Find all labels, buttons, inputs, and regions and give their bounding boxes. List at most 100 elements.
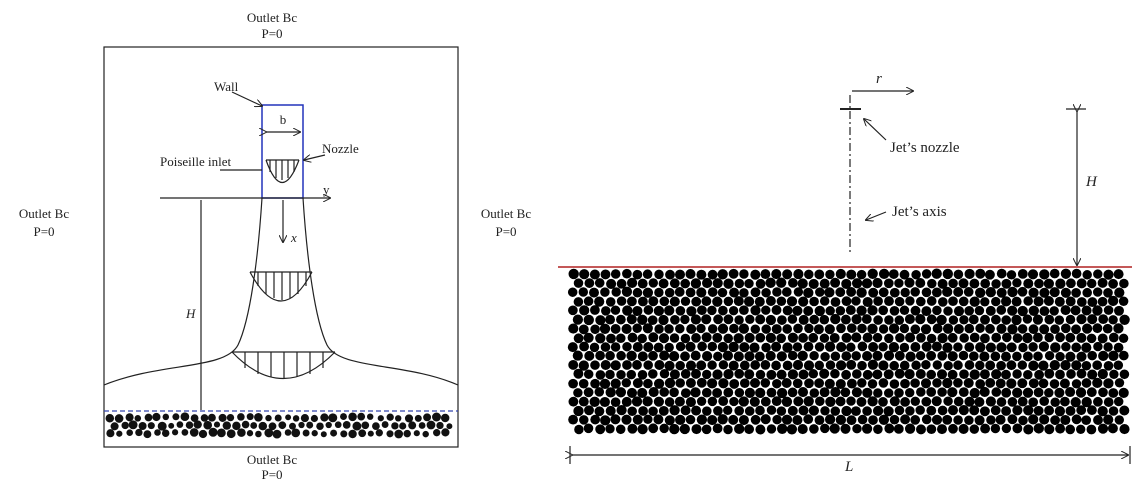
outlet-name: Outlet Bc — [19, 206, 69, 221]
particle — [868, 415, 878, 425]
particle — [610, 378, 621, 389]
particle — [367, 430, 374, 437]
particle — [931, 414, 943, 425]
particle — [648, 332, 659, 343]
particle — [568, 414, 578, 425]
particle — [621, 286, 633, 297]
particle — [121, 421, 129, 430]
particle — [1076, 297, 1087, 307]
particle — [723, 368, 734, 380]
particle — [172, 413, 180, 421]
particle — [691, 368, 701, 379]
particle — [888, 342, 900, 353]
particle — [889, 396, 900, 407]
particle — [643, 360, 653, 370]
particle — [904, 314, 915, 325]
particle — [654, 324, 664, 334]
particle — [578, 378, 589, 389]
particle — [793, 287, 804, 297]
right-diagram — [558, 91, 1132, 464]
particle — [622, 360, 632, 370]
particle — [979, 406, 990, 417]
particle — [616, 369, 626, 380]
particle — [1103, 287, 1113, 298]
particle — [888, 269, 899, 279]
particle — [573, 368, 584, 379]
particle — [1028, 360, 1039, 371]
particle — [1113, 323, 1124, 334]
particle — [808, 405, 820, 416]
particle — [669, 369, 680, 380]
particle — [990, 423, 1001, 434]
particle — [792, 378, 803, 389]
particle — [782, 360, 793, 371]
particle — [1023, 296, 1033, 306]
particle — [744, 332, 755, 343]
particle — [781, 396, 793, 407]
particle — [883, 350, 895, 361]
particle — [413, 430, 420, 437]
particle — [750, 360, 761, 370]
particle — [937, 278, 948, 289]
particle — [208, 427, 218, 437]
particle — [669, 278, 680, 289]
particle — [680, 333, 691, 344]
particle — [696, 414, 708, 425]
particle — [679, 423, 690, 435]
particle — [1071, 287, 1081, 298]
particle — [975, 287, 986, 298]
particle — [154, 429, 161, 436]
particle — [824, 287, 835, 298]
particle — [1001, 369, 1011, 380]
particle — [846, 359, 857, 370]
particle — [776, 351, 787, 362]
particle — [200, 414, 209, 422]
particle — [792, 305, 803, 316]
particle — [1018, 342, 1028, 353]
particle — [717, 269, 728, 280]
particle — [1081, 396, 1092, 408]
particle — [755, 387, 766, 399]
particle — [771, 305, 782, 315]
particle — [820, 351, 830, 362]
particle — [1038, 378, 1049, 389]
particle — [395, 415, 402, 422]
particle — [899, 269, 910, 280]
particle — [702, 369, 712, 380]
particle — [920, 378, 932, 389]
particle — [128, 420, 138, 430]
particle — [1043, 278, 1054, 289]
particle — [979, 386, 990, 397]
particle — [717, 287, 728, 298]
particle — [733, 296, 744, 307]
particle — [1098, 314, 1109, 325]
particle — [653, 396, 665, 407]
particle — [761, 305, 771, 315]
particle — [991, 296, 1001, 307]
particle — [701, 350, 713, 362]
particle — [1012, 387, 1023, 398]
particle — [953, 323, 964, 335]
particle — [846, 269, 857, 280]
particle — [1001, 296, 1012, 307]
particle — [690, 314, 702, 325]
particle — [861, 314, 872, 325]
particle — [830, 313, 841, 325]
particle — [820, 423, 830, 434]
particle — [648, 423, 659, 434]
particle — [872, 369, 883, 380]
particle — [440, 413, 450, 423]
particle — [979, 369, 990, 380]
particle — [755, 332, 766, 343]
particle — [712, 296, 723, 307]
particle — [781, 414, 793, 425]
particle — [888, 323, 900, 334]
particle — [701, 424, 712, 435]
particle — [637, 370, 648, 380]
particle — [1082, 270, 1092, 280]
particle — [1114, 287, 1125, 298]
particle — [755, 424, 766, 435]
particle — [144, 413, 153, 422]
particle — [1103, 378, 1114, 389]
particle — [786, 296, 798, 307]
